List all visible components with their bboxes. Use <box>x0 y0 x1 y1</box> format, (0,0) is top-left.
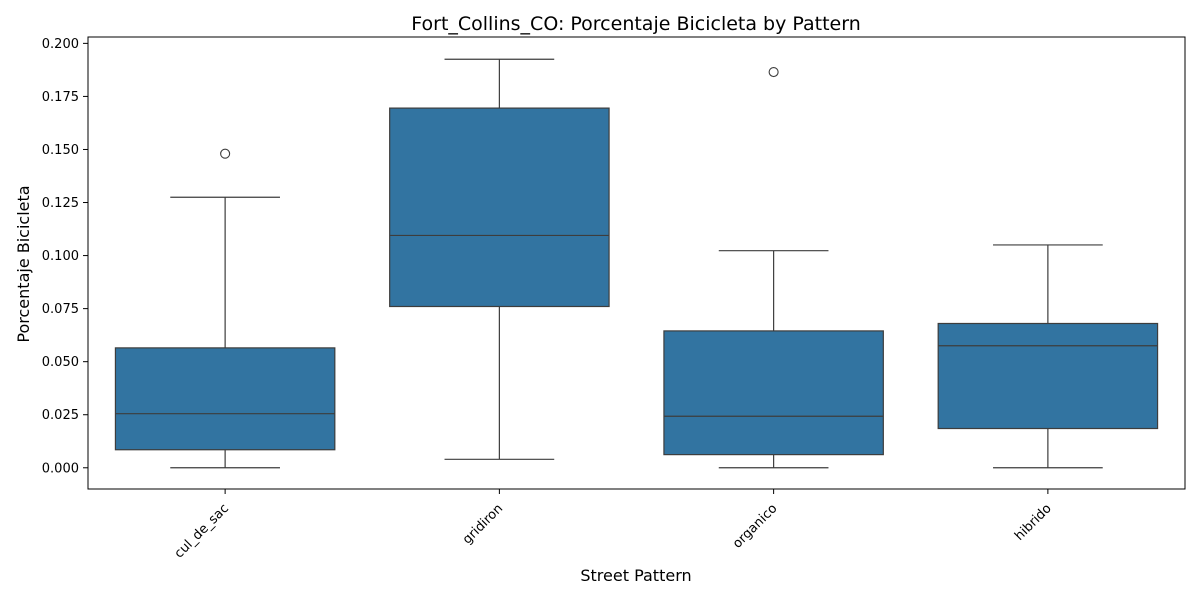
x-tick-label: hibrido <box>1012 501 1055 544</box>
y-tick-label: 0.025 <box>42 408 79 423</box>
box-hibrido <box>937 322 1159 430</box>
x-axis-title: Street Pattern <box>580 566 691 585</box>
y-tick-label: 0.200 <box>42 37 79 52</box>
y-tick-label: 0.000 <box>42 461 79 476</box>
chart-title: Fort_Collins_CO: Porcentaje Bicicleta by… <box>411 13 861 35</box>
plot-area: 0.000 0.025 0.050 0.075 0.100 0.125 0.150 0.175… <box>42 36 1186 561</box>
x-tick-label: cul_de_sac <box>172 501 232 561</box>
y-tick-label: 0.100 <box>42 249 79 264</box>
y-axis-title: Porcentaje Bicicleta <box>14 185 33 342</box>
y-tick-label: 0.075 <box>42 302 79 317</box>
outlier-point <box>768 66 779 78</box>
plot-frame <box>87 36 1186 490</box>
x-tick-label: gridiron <box>460 501 506 547</box>
outlier-point <box>220 148 231 159</box>
y-tick-label: 0.150 <box>42 143 79 158</box>
box-gridiron <box>389 107 610 308</box>
x-tick-label: organico <box>730 501 780 551</box>
y-tick-label: 0.125 <box>42 196 79 211</box>
y-tick-label: 0.175 <box>42 90 79 105</box>
box-organico <box>663 330 884 456</box>
box-cul_de_sac <box>114 347 336 451</box>
y-tick-label: 0.050 <box>42 355 79 370</box>
